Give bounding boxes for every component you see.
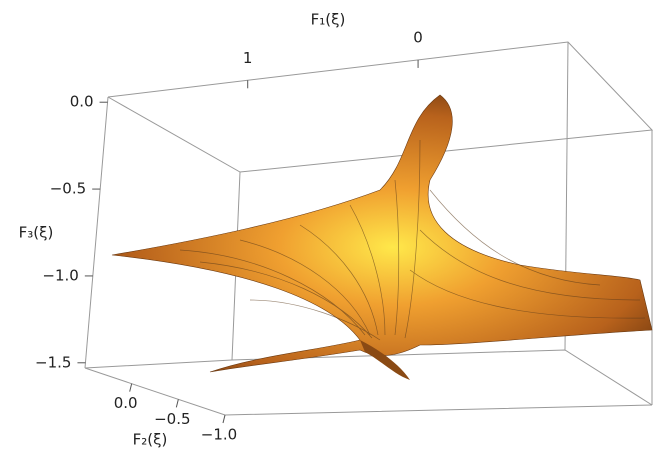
surface (111, 94, 653, 380)
surface-sheet (111, 94, 653, 373)
x-tick-label: 0 (413, 28, 423, 46)
y-tick-label: −0.5 (154, 410, 190, 428)
box-edge (84, 96, 109, 369)
y-tick (222, 414, 226, 424)
z-tick-label: −1.5 (35, 353, 71, 371)
surface-fold (360, 340, 410, 380)
y-axis-label: F₂(ξ) (133, 431, 168, 449)
box-bottom-back (84, 349, 653, 406)
z-axis-label: F₃(ξ) (19, 224, 54, 242)
z-tick-label: 0.0 (70, 93, 94, 111)
x-tick-label: 1 (243, 49, 253, 67)
y-tick-label: −1.0 (201, 426, 237, 444)
box-top (107, 41, 654, 173)
box-bottom (84, 367, 653, 416)
y-tick (129, 383, 133, 392)
x-axis-label: F₁(ξ) (311, 11, 346, 29)
y-tick (175, 399, 179, 408)
z-tick-label: −0.5 (50, 180, 86, 198)
z-tick-label: −1.0 (42, 266, 78, 284)
y-tick-label: 0.0 (114, 394, 138, 412)
surface-mesh (179, 139, 646, 341)
